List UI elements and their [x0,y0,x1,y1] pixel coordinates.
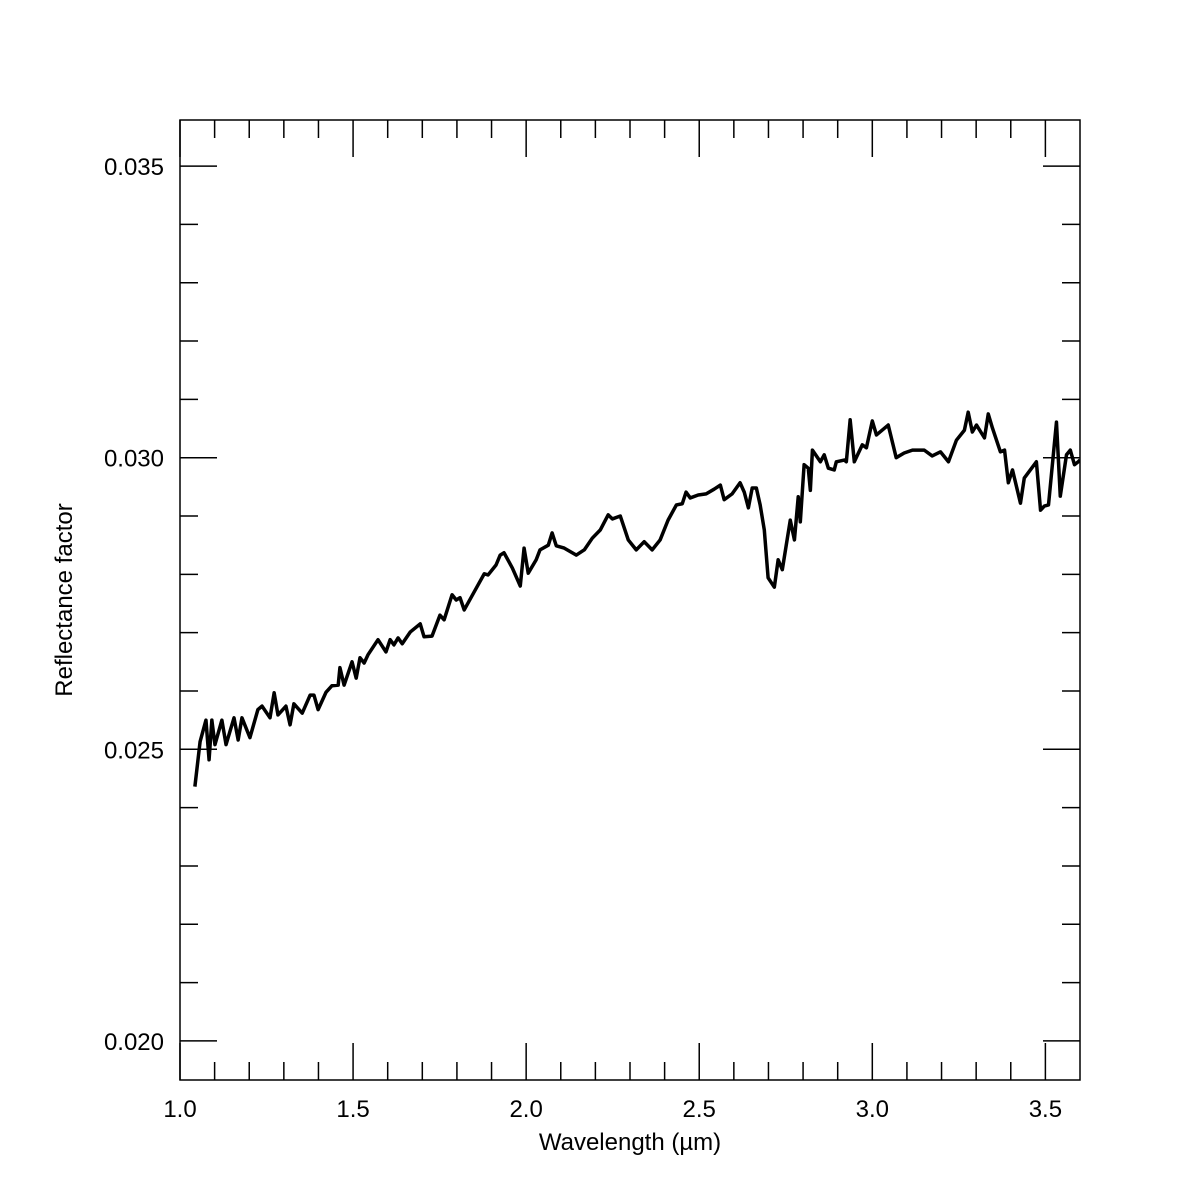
x-tick-label: 3.5 [1029,1096,1062,1123]
y-axis-label: Reflectance factor [51,503,78,696]
x-tick-label: 2.5 [683,1096,716,1123]
x-tick-label: 2.0 [509,1096,542,1123]
x-axis-label: Wavelength (µm) [539,1129,721,1156]
x-tick-label: 1.0 [163,1096,196,1123]
x-tick-label: 3.0 [856,1096,889,1123]
spectrum-line [193,410,1080,787]
plot-area [193,410,1080,787]
y-tick-label: 0.025 [104,737,164,764]
y-tick-label: 0.020 [104,1029,164,1056]
y-tick-label: 0.030 [104,446,164,473]
x-tick-label: 1.5 [336,1096,369,1123]
y-tick-label: 0.035 [104,154,164,181]
plot-frame [179,119,1081,1081]
